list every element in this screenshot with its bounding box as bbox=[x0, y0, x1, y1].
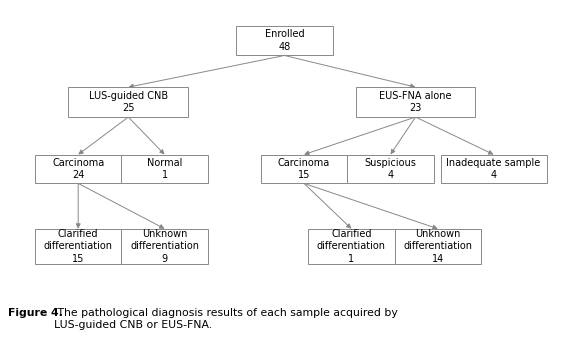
Text: Unknown
differentiation
14: Unknown differentiation 14 bbox=[403, 229, 472, 264]
Bar bbox=[395, 229, 481, 264]
Text: Figure 4.: Figure 4. bbox=[9, 308, 63, 318]
Text: Normal
1: Normal 1 bbox=[147, 158, 182, 180]
Text: Unknown
differentiation
9: Unknown differentiation 9 bbox=[130, 229, 199, 264]
Text: LUS-guided CNB
25: LUS-guided CNB 25 bbox=[89, 91, 168, 113]
Text: Clarified
differentiation
1: Clarified differentiation 1 bbox=[317, 229, 386, 264]
Bar bbox=[308, 229, 395, 264]
Bar bbox=[261, 154, 347, 183]
Bar bbox=[35, 154, 121, 183]
Bar bbox=[121, 154, 208, 183]
Text: Carcinoma
15: Carcinoma 15 bbox=[278, 158, 330, 180]
Text: Inadequate sample
4: Inadequate sample 4 bbox=[447, 158, 541, 180]
Bar bbox=[440, 154, 547, 183]
Bar bbox=[347, 154, 434, 183]
Text: The pathological diagnosis results of each sample acquired by
LUS-guided CNB or : The pathological diagnosis results of ea… bbox=[54, 308, 398, 330]
Bar bbox=[356, 87, 476, 117]
Bar bbox=[121, 229, 208, 264]
Text: Enrolled
48: Enrolled 48 bbox=[265, 29, 304, 52]
Bar bbox=[68, 87, 188, 117]
Text: Clarified
differentiation
15: Clarified differentiation 15 bbox=[44, 229, 113, 264]
Text: Carcinoma
24: Carcinoma 24 bbox=[52, 158, 104, 180]
Text: Suspicious
4: Suspicious 4 bbox=[365, 158, 417, 180]
Bar bbox=[236, 25, 333, 56]
Bar bbox=[35, 229, 121, 264]
Text: EUS-FNA alone
23: EUS-FNA alone 23 bbox=[380, 91, 452, 113]
